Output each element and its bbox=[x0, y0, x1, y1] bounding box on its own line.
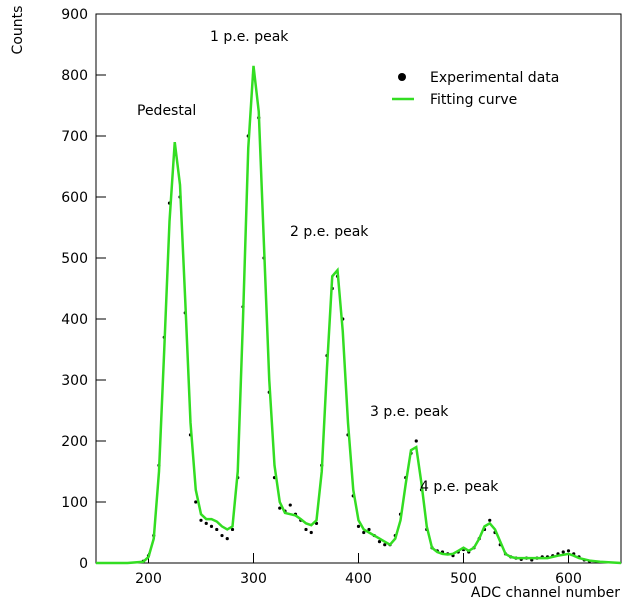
data-point bbox=[362, 530, 366, 535]
data-point bbox=[304, 527, 308, 532]
legend-label: Experimental data bbox=[430, 70, 559, 86]
x-tick-label: 600 bbox=[555, 571, 582, 587]
y-tick-label: 100 bbox=[61, 495, 88, 511]
y-tick-label: 800 bbox=[61, 68, 88, 84]
y-tick-label: 500 bbox=[61, 251, 88, 267]
data-point bbox=[204, 521, 208, 525]
x-tick-label: 400 bbox=[345, 571, 372, 587]
x-tick-label: 200 bbox=[135, 571, 162, 587]
data-point bbox=[488, 518, 492, 522]
x-tick-label: 300 bbox=[240, 571, 267, 587]
y-axis-label: Counts bbox=[10, 6, 26, 55]
data-point bbox=[367, 527, 371, 532]
x-tick-label: 500 bbox=[450, 571, 477, 587]
data-point bbox=[566, 549, 571, 553]
data-point bbox=[561, 550, 565, 554]
legend-label: Fitting curve bbox=[430, 92, 517, 108]
data-point bbox=[288, 503, 292, 507]
data-point bbox=[215, 527, 219, 532]
annotation: 3 p.e. peak bbox=[370, 404, 449, 420]
y-tick-label: 0 bbox=[79, 556, 88, 572]
data-point bbox=[309, 530, 313, 535]
data-point bbox=[194, 500, 198, 504]
annotation: Pedestal bbox=[137, 103, 196, 119]
data-point bbox=[225, 537, 229, 541]
data-point bbox=[383, 543, 387, 547]
y-tick-label: 700 bbox=[61, 129, 88, 145]
data-point bbox=[414, 439, 418, 443]
x-axis-label: ADC channel number bbox=[471, 585, 620, 601]
data-point bbox=[377, 540, 382, 544]
legend-marker bbox=[398, 73, 406, 81]
data-point bbox=[220, 533, 224, 538]
y-tick-label: 300 bbox=[61, 373, 88, 389]
annotation: 2 p.e. peak bbox=[290, 224, 369, 240]
y-tick-label: 900 bbox=[61, 7, 88, 23]
y-tick-label: 400 bbox=[61, 312, 88, 328]
annotation: 1 p.e. peak bbox=[210, 29, 289, 45]
plot-frame bbox=[95, 13, 622, 564]
y-tick-label: 600 bbox=[61, 190, 88, 206]
data-point bbox=[209, 524, 214, 529]
data-point bbox=[230, 527, 235, 532]
data-point bbox=[278, 506, 282, 510]
fit-curve bbox=[96, 65, 622, 565]
data-point bbox=[356, 524, 361, 529]
data-point bbox=[199, 518, 203, 522]
y-tick-label: 200 bbox=[61, 434, 88, 450]
annotation: 4 p.e. peak bbox=[420, 479, 499, 495]
